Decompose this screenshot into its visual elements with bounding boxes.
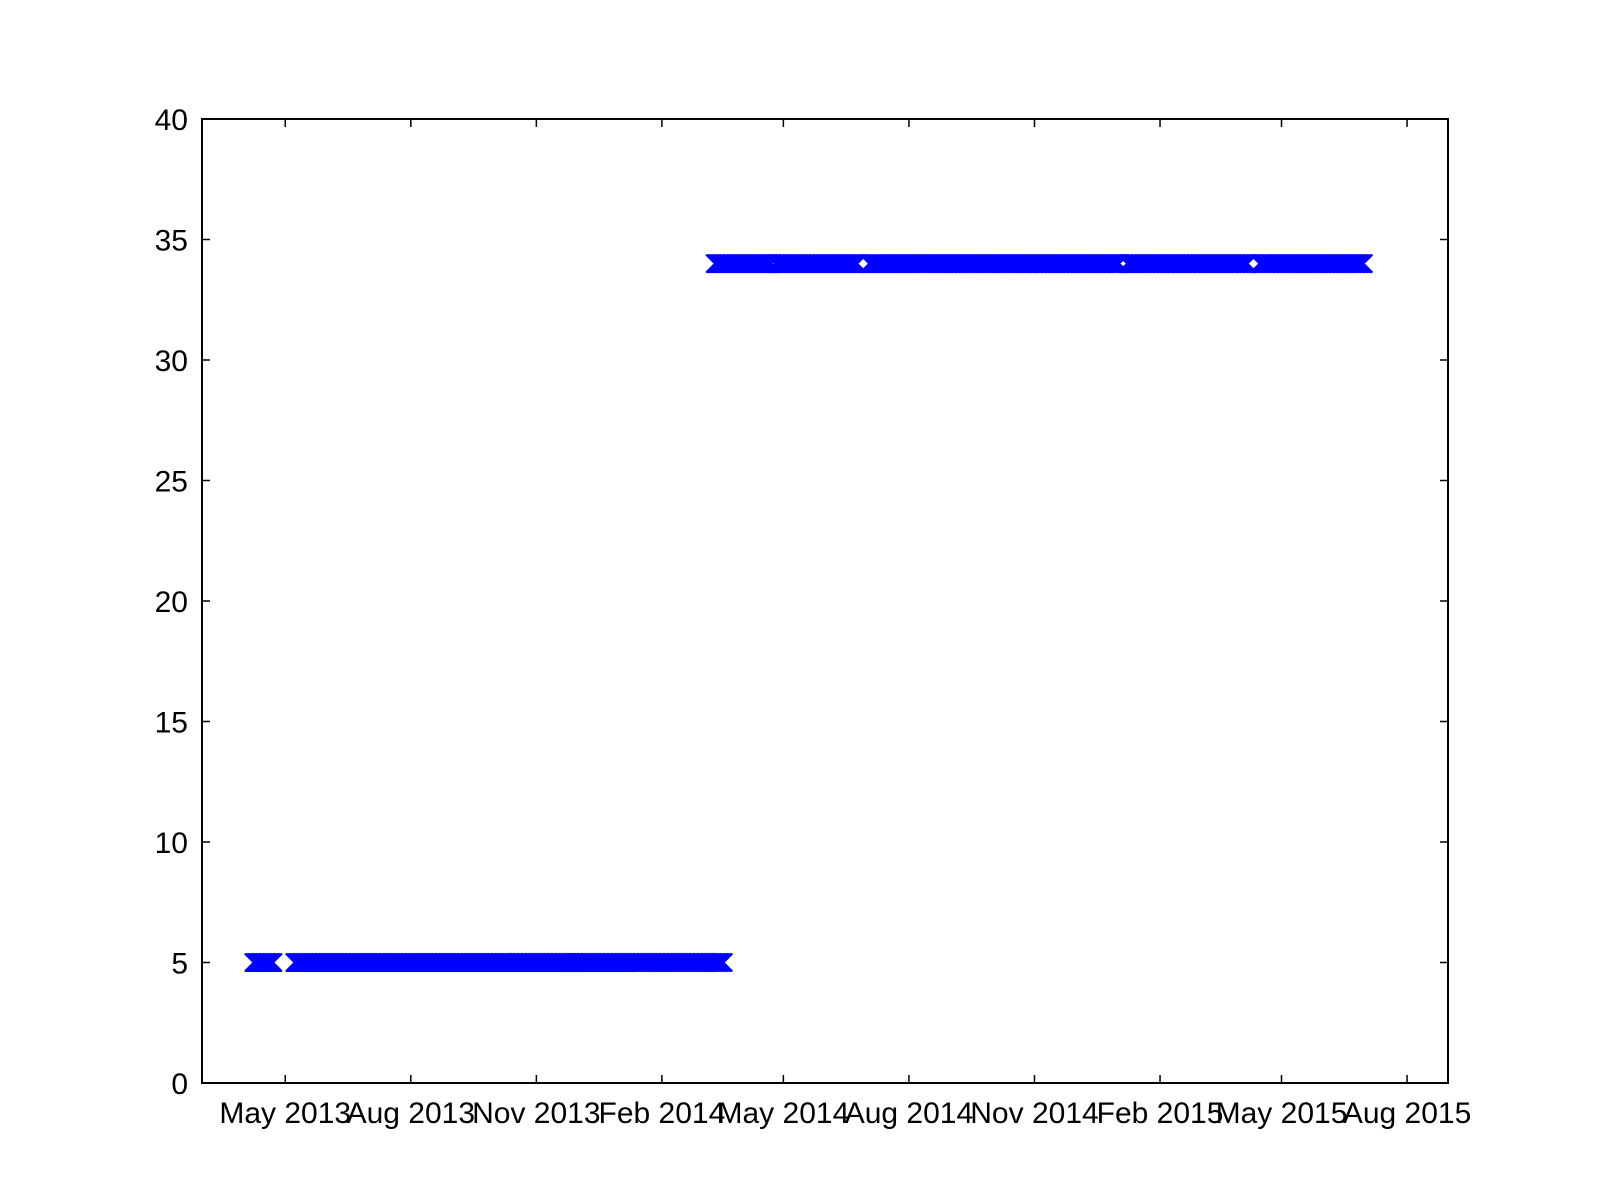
y-tick-label: 20 [155, 586, 188, 619]
data-segment [1249, 253, 1374, 274]
data-segment [859, 253, 1129, 274]
y-tick-label: 10 [155, 827, 188, 860]
data-markers [244, 253, 1374, 973]
x-tick-label: Nov 2014 [970, 1097, 1098, 1130]
x-tick-label: May 2014 [718, 1097, 850, 1130]
y-tick-label: 25 [155, 466, 188, 499]
x-tick-label: Nov 2013 [472, 1097, 600, 1130]
x-tick-label: May 2015 [1216, 1097, 1348, 1130]
data-segment [564, 952, 734, 973]
x-tick-label: Aug 2013 [347, 1097, 475, 1130]
y-tick-label: 0 [171, 1068, 188, 1101]
data-segment [765, 253, 867, 274]
y-tick-label: 15 [155, 707, 188, 740]
plot-area [201, 118, 1449, 1084]
x-tick-label: Feb 2014 [599, 1097, 726, 1130]
x-tick-label: Feb 2015 [1097, 1097, 1224, 1130]
data-segment [285, 952, 583, 973]
x-tick-label: May 2013 [219, 1097, 351, 1130]
x-tick-label: Aug 2015 [1343, 1097, 1471, 1130]
x-tick-label: Aug 2014 [845, 1097, 973, 1130]
y-axis: 0 5 10 15 20 25 30 35 40 [155, 104, 1448, 1101]
y-tick-label: 30 [155, 345, 188, 378]
y-tick-label: 40 [155, 104, 188, 137]
y-tick-label: 35 [155, 225, 188, 258]
data-segment [1117, 253, 1258, 274]
y-tick-label: 5 [171, 948, 188, 981]
data-segment [244, 952, 283, 973]
data-segment [705, 253, 781, 274]
